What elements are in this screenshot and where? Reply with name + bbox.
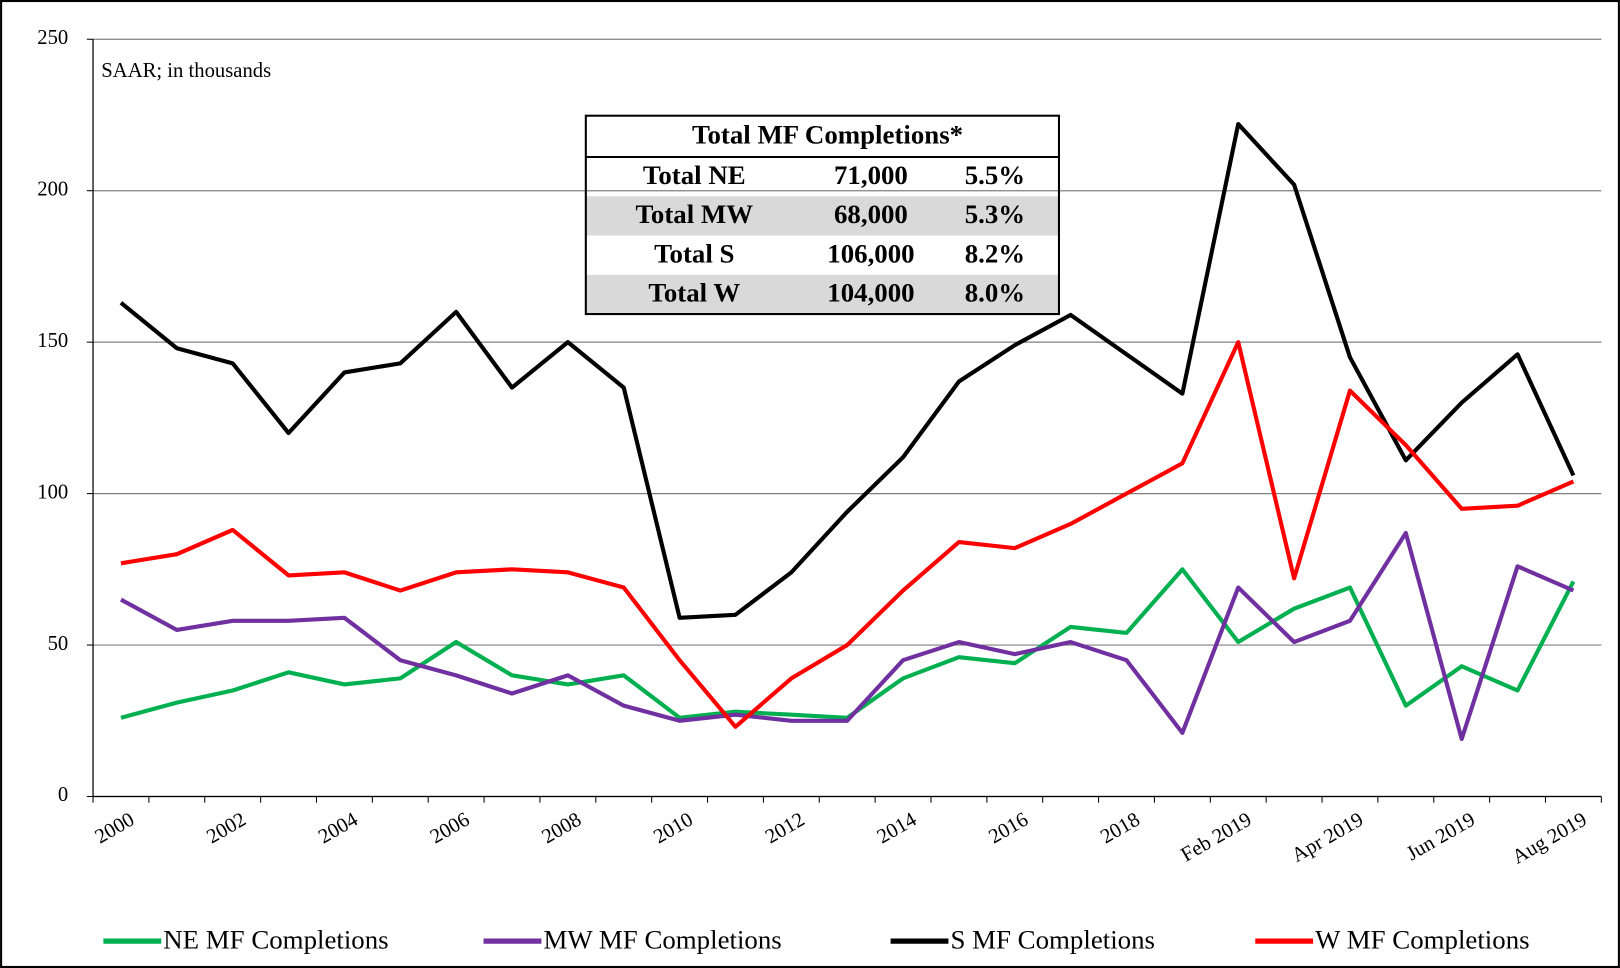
table-cell: 8.0% xyxy=(965,278,1025,308)
legend-label: NE MF Completions xyxy=(163,924,388,954)
table-cell: Total MW xyxy=(635,199,753,229)
series-line xyxy=(120,340,1575,729)
series-line xyxy=(119,530,1575,742)
table-row-bg xyxy=(585,274,1059,315)
y-tick-label: 50 xyxy=(48,633,69,655)
table-cell: 106,000 xyxy=(827,238,914,268)
y-tick-label: 200 xyxy=(37,178,68,200)
table-cell: 8.2% xyxy=(965,238,1025,268)
table-cell: 104,000 xyxy=(827,278,914,308)
y-tick-label: 150 xyxy=(37,330,68,352)
table-cell: 5.3% xyxy=(965,199,1025,229)
table-cell: 68,000 xyxy=(834,199,908,229)
table-cell: Total S xyxy=(654,238,734,268)
y-tick-label: 100 xyxy=(37,481,68,503)
series-line xyxy=(119,122,1576,620)
table-cell: 5.5% xyxy=(965,160,1025,190)
table-cell: Total NE xyxy=(643,160,746,190)
legend-label: MW MF Completions xyxy=(543,924,781,954)
legend-label: W MF Completions xyxy=(1315,924,1529,954)
table-border xyxy=(584,114,1061,316)
table-cell: 71,000 xyxy=(834,160,908,190)
table-cell: Total W xyxy=(648,278,740,308)
table-row-bg xyxy=(585,196,1059,236)
table-title: Total MF Completions* xyxy=(692,120,963,150)
legend-label: S MF Completions xyxy=(950,924,1154,954)
y-tick-label: 0 xyxy=(58,784,68,806)
y-tick-label: 250 xyxy=(37,27,68,49)
annotation: SAAR; in thousands xyxy=(101,60,271,82)
